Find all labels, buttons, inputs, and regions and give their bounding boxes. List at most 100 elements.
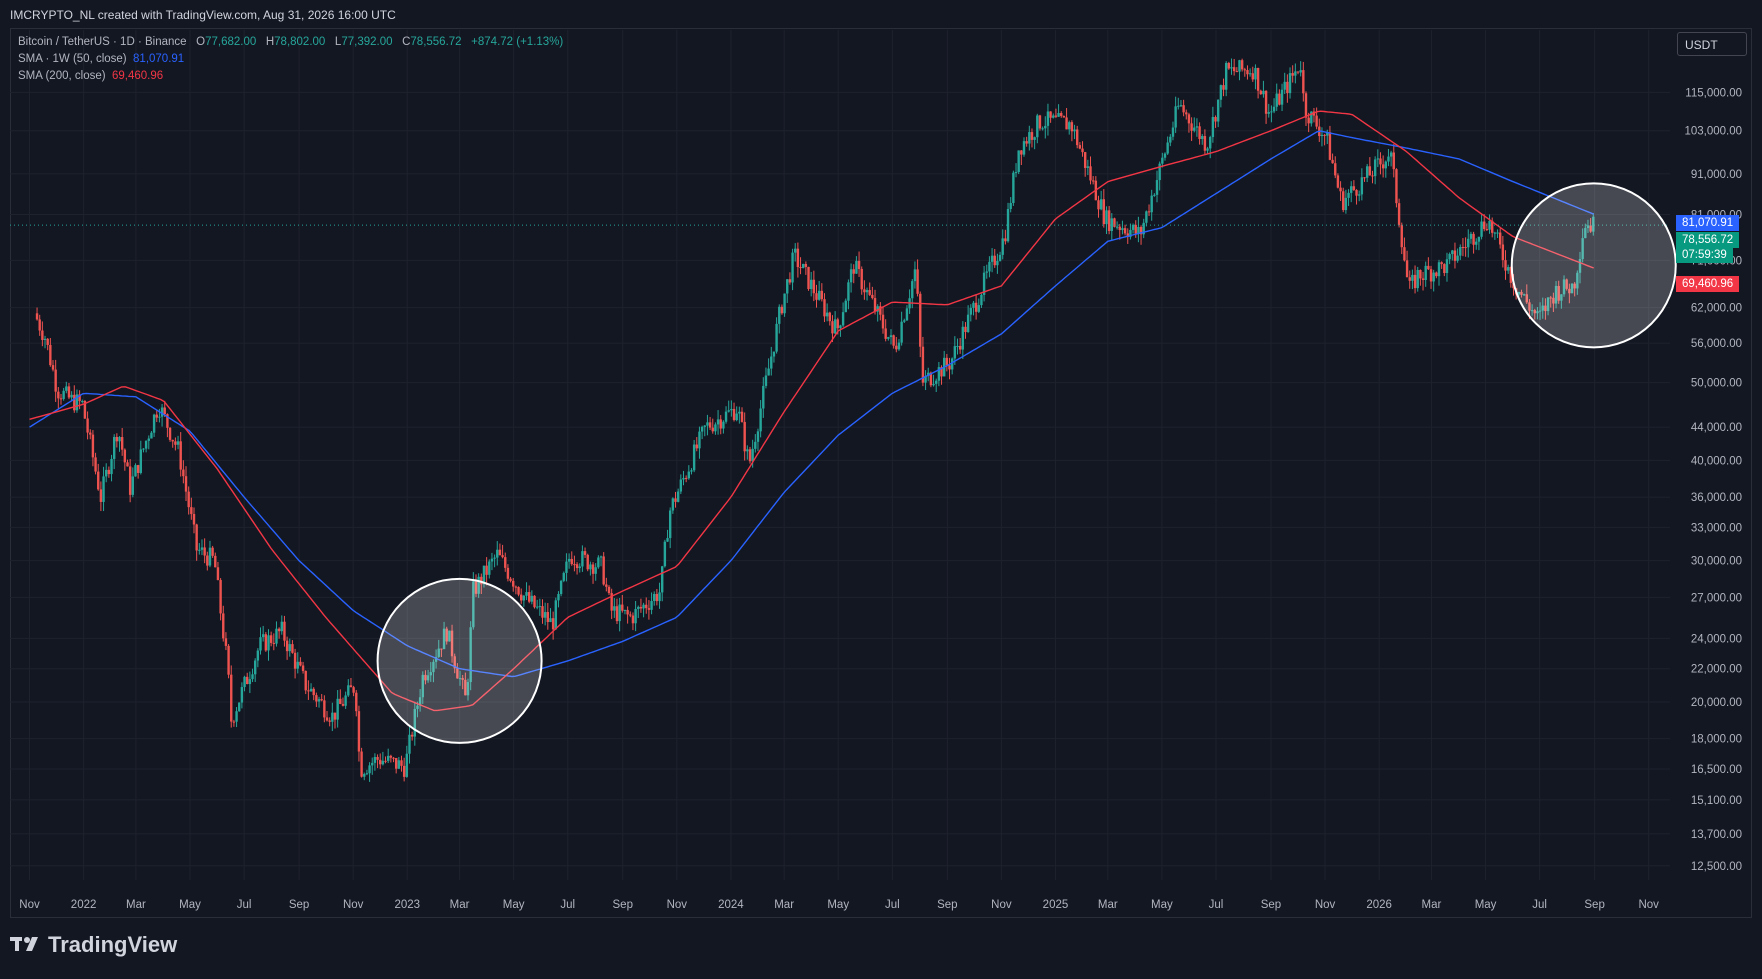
candle-body: [1123, 228, 1127, 234]
footer-brand-text: TradingView: [48, 932, 178, 957]
candle-body: [996, 260, 999, 266]
candle-body: [961, 326, 965, 350]
currency-selector[interactable]: USDT: [1677, 32, 1747, 56]
candle-body: [881, 314, 885, 329]
tradingview-logo-icon: [10, 933, 42, 959]
x-axis-tick-label: Sep: [1261, 899, 1281, 911]
candle-body: [674, 498, 677, 502]
candle-body: [1006, 208, 1010, 242]
candle-body: [1091, 180, 1095, 182]
candle-body: [1107, 210, 1111, 231]
candle-body: [1150, 195, 1153, 213]
candle-body: [195, 524, 198, 551]
candle-body: [1044, 125, 1047, 129]
candle-body: [1020, 150, 1023, 155]
candle-body: [1413, 274, 1417, 289]
candle-body: [59, 398, 63, 400]
candle-body: [1073, 129, 1076, 132]
legend-sma-weekly-row[interactable]: SMA · 1W (50, close) 81,070.91: [18, 51, 563, 68]
symbol-name[interactable]: Bitcoin / TetherUS · 1D · Binance: [18, 36, 187, 48]
candle-body: [788, 279, 792, 283]
candle-body: [1267, 112, 1270, 114]
candle-body: [363, 774, 366, 777]
candle-body: [1028, 132, 1031, 144]
candle-body: [1456, 255, 1459, 261]
candle-body: [1592, 216, 1595, 232]
open-value: 77,682.00: [205, 36, 257, 48]
candle-body: [472, 581, 475, 628]
candle-body: [509, 578, 512, 581]
close-label: C: [402, 36, 411, 48]
chart-legend: Bitcoin / TetherUS · 1D · Binance O77,68…: [18, 34, 563, 85]
candle-body: [1022, 141, 1026, 155]
candle-body: [809, 279, 813, 290]
candle-body: [400, 760, 403, 766]
candle-body: [618, 604, 621, 622]
candle-body: [762, 385, 765, 409]
candle-body: [887, 336, 890, 339]
candle-body: [402, 765, 406, 777]
candle-body: [605, 584, 608, 587]
candle-body: [1280, 89, 1284, 105]
y-axis-tick-label: 44,000.00: [1691, 422, 1742, 434]
candle-body: [841, 312, 845, 326]
candle-body: [1411, 274, 1414, 281]
candle-body: [615, 606, 619, 622]
candle-body: [1155, 180, 1159, 195]
candle-body: [958, 345, 962, 350]
candle-body: [373, 757, 377, 763]
candle-body: [331, 712, 334, 722]
candle-body: [1185, 112, 1188, 115]
candle-body: [929, 372, 933, 386]
candle-body: [280, 621, 283, 632]
candle-body: [647, 608, 651, 610]
candle-body: [81, 400, 84, 402]
y-axis-tick-label: 16,500.00: [1691, 764, 1742, 776]
candle-body: [1187, 114, 1191, 124]
candle-body: [1206, 148, 1209, 151]
candle-body: [485, 565, 488, 575]
candle-body: [142, 448, 145, 450]
candle-body: [442, 628, 446, 650]
candle-body: [1179, 105, 1183, 107]
footer-brand: TradingView: [10, 932, 177, 959]
candle-body: [1272, 106, 1276, 112]
candle-body: [551, 618, 555, 630]
candle-body: [190, 507, 193, 515]
candle-body: [1496, 232, 1499, 234]
candle-body: [520, 594, 523, 601]
candle-body: [94, 457, 97, 472]
candle-body: [256, 650, 260, 661]
candle-body: [541, 606, 544, 618]
candle-body: [623, 609, 627, 611]
candle-body: [35, 313, 39, 320]
x-axis-tick-label: May: [1475, 899, 1497, 911]
candle-body: [1472, 233, 1475, 245]
candle-body: [70, 394, 73, 398]
candle-body: [1501, 244, 1505, 261]
last-price-tag: 78,556.72: [1676, 232, 1740, 248]
candle-body: [1517, 291, 1521, 295]
candle-body: [823, 299, 826, 317]
candle-body: [1464, 247, 1467, 249]
candle-body: [224, 638, 228, 646]
candle-body: [1565, 279, 1568, 289]
candle-body: [200, 547, 204, 550]
candle-body: [1395, 169, 1398, 204]
candle-body: [307, 690, 310, 692]
candle-body: [269, 635, 273, 643]
candle-body: [126, 462, 129, 467]
candle-body: [174, 441, 177, 445]
candle-body: [512, 580, 515, 587]
candle-body: [410, 734, 414, 737]
candle-body: [772, 351, 776, 357]
sma-daily-value: 69,460.96: [111, 70, 164, 82]
candle-body: [1256, 67, 1260, 91]
legend-sma-daily-row[interactable]: SMA (200, close) 69,460.96: [18, 68, 563, 85]
candle-body: [1001, 238, 1004, 255]
candle-body: [504, 557, 507, 568]
candle-body: [75, 394, 79, 411]
candle-body: [1009, 202, 1012, 209]
candle-body: [1520, 291, 1523, 295]
